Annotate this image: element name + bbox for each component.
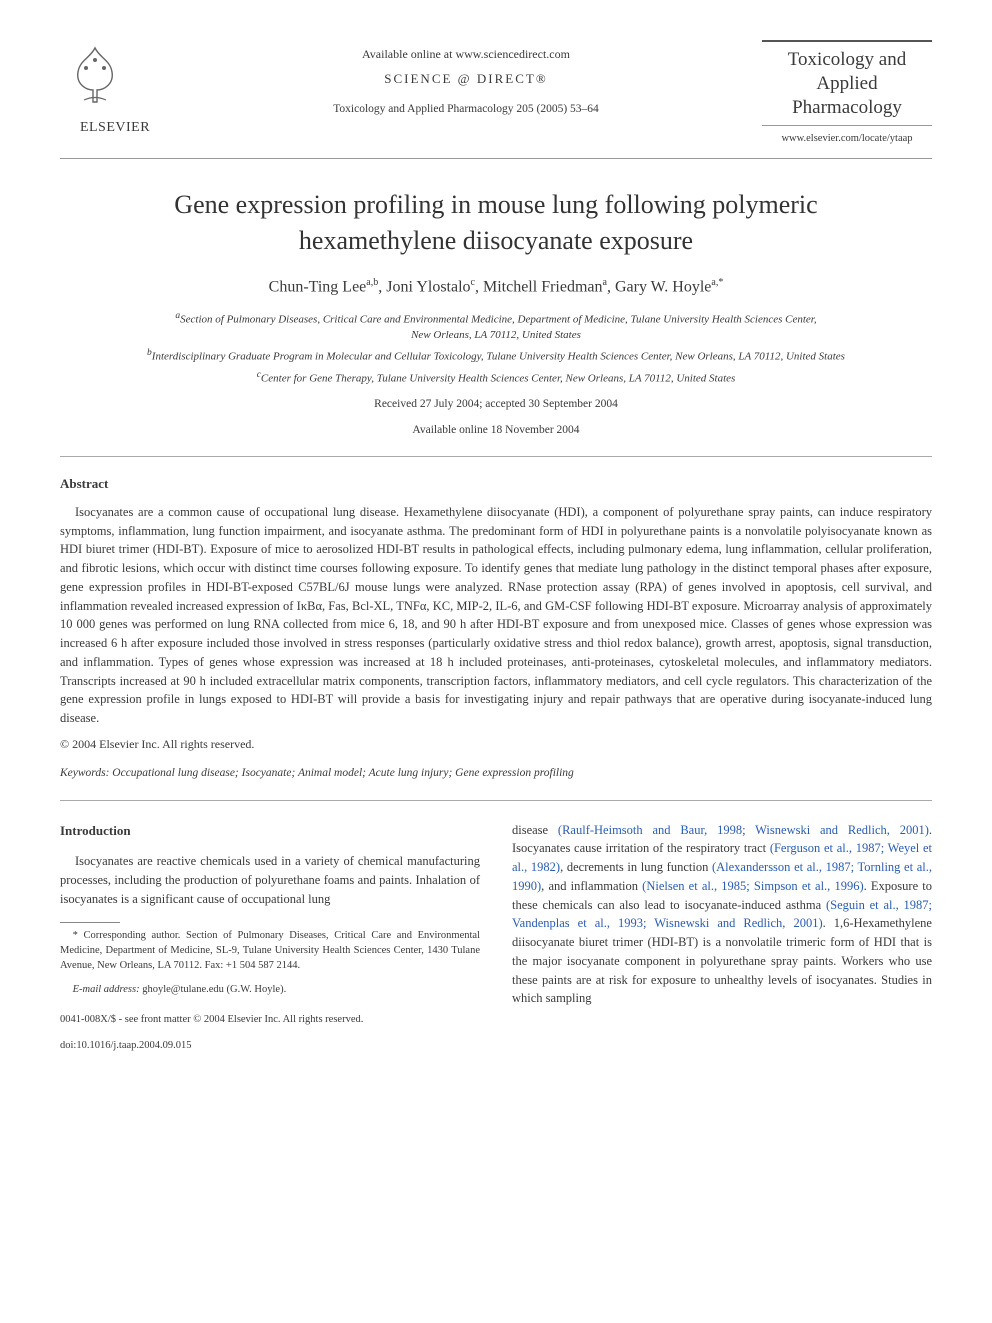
front-matter-line: 0041-008X/$ - see front matter © 2004 El… bbox=[60, 1012, 480, 1028]
affiliation-c: cCenter for Gene Therapy, Tulane Univers… bbox=[90, 369, 902, 388]
keywords-text: Occupational lung disease; Isocyanate; A… bbox=[109, 767, 573, 779]
doi-line: doi:10.1016/j.taap.2004.09.015 bbox=[60, 1038, 480, 1054]
text-run: , and inflammation bbox=[541, 879, 642, 893]
available-online-text: Available online at www.sciencedirect.co… bbox=[170, 46, 762, 62]
corresponding-author-footnote: * Corresponding author. Section of Pulmo… bbox=[60, 929, 480, 973]
journal-header: ELSEVIER Available online at www.science… bbox=[60, 40, 932, 159]
abstract-heading: Abstract bbox=[60, 475, 932, 493]
divider bbox=[60, 800, 932, 801]
email-label: E-mail address: bbox=[73, 984, 140, 995]
right-column: disease (Raulf-Heimsoth and Baur, 1998; … bbox=[512, 821, 932, 1064]
available-online-date: Available online 18 November 2004 bbox=[60, 423, 932, 439]
journal-url: www.elsevier.com/locate/ytaap bbox=[762, 132, 932, 146]
affiliation-a: aSection of Pulmonary Diseases, Critical… bbox=[90, 310, 902, 345]
citation-ref[interactable]: (Raulf-Heimsoth and Baur, 1998; Wisnewsk… bbox=[558, 823, 929, 837]
affiliation-a-text: Section of Pulmonary Diseases, Critical … bbox=[180, 313, 816, 341]
citation-line: Toxicology and Applied Pharmacology 205 … bbox=[170, 102, 762, 118]
publisher-name: ELSEVIER bbox=[60, 119, 170, 138]
abstract-copyright: © 2004 Elsevier Inc. All rights reserved… bbox=[60, 736, 932, 752]
journal-title: Toxicology and Applied Pharmacology bbox=[762, 40, 932, 126]
abstract-text: Isocyanates are a common cause of occupa… bbox=[60, 503, 932, 728]
text-run: disease bbox=[512, 823, 558, 837]
elsevier-tree-icon bbox=[60, 40, 130, 110]
citation-ref[interactable]: (Nielsen et al., 1985; Simpson et al., 1… bbox=[642, 879, 863, 893]
header-center: Available online at www.sciencedirect.co… bbox=[170, 40, 762, 117]
intro-paragraph-1-continued: disease (Raulf-Heimsoth and Baur, 1998; … bbox=[512, 821, 932, 1009]
keywords-line: Keywords: Occupational lung disease; Iso… bbox=[60, 766, 932, 782]
keywords-label: Keywords: bbox=[60, 767, 109, 779]
intro-paragraph-1: Isocyanates are reactive chemicals used … bbox=[60, 852, 480, 908]
sciencedirect-logo: SCIENCE @ DIRECT® bbox=[170, 70, 762, 88]
publisher-logo-block: ELSEVIER bbox=[60, 40, 170, 137]
left-column: Introduction Isocyanates are reactive ch… bbox=[60, 821, 480, 1064]
author-list: Chun-Ting Leea,b, Joni Ylostaloc, Mitche… bbox=[60, 276, 932, 298]
introduction-heading: Introduction bbox=[60, 821, 480, 841]
journal-title-block: Toxicology and Applied Pharmacology www.… bbox=[762, 40, 932, 146]
affiliation-b-text: Interdisciplinary Graduate Program in Mo… bbox=[152, 351, 845, 363]
body-columns: Introduction Isocyanates are reactive ch… bbox=[60, 821, 932, 1064]
divider bbox=[60, 456, 932, 457]
text-run: , decrements in lung function bbox=[560, 860, 712, 874]
affiliation-c-text: Center for Gene Therapy, Tulane Universi… bbox=[261, 372, 735, 384]
email-footnote: E-mail address: ghoyle@tulane.edu (G.W. … bbox=[60, 983, 480, 998]
affiliation-b: bInterdisciplinary Graduate Program in M… bbox=[90, 347, 902, 366]
footnote-divider bbox=[60, 922, 120, 923]
email-value: ghoyle@tulane.edu (G.W. Hoyle). bbox=[140, 984, 287, 995]
article-title: Gene expression profiling in mouse lung … bbox=[120, 187, 872, 257]
received-accepted-line: Received 27 July 2004; accepted 30 Septe… bbox=[60, 397, 932, 413]
